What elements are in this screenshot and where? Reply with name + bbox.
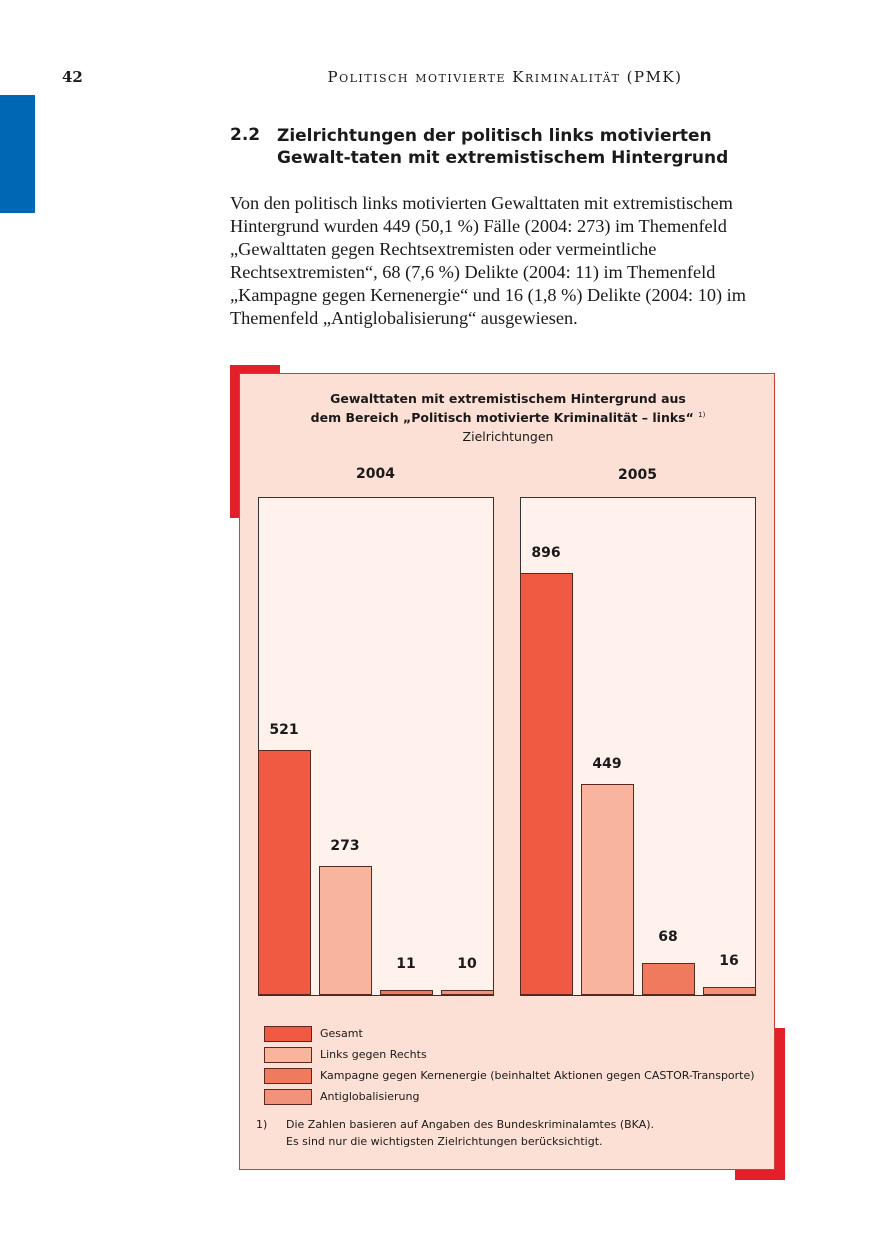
data-label: 521 (269, 721, 299, 738)
red-accent (230, 365, 239, 518)
legend-label: Antiglobalisierung (320, 1090, 420, 1103)
data-label: 273 (330, 838, 360, 855)
footnote-mark: 1) (698, 410, 706, 419)
plot-2004: 521 273 11 10 (258, 497, 494, 996)
data-label: 10 (457, 956, 477, 973)
footnote-number: 1) (256, 1118, 268, 1131)
bar-2005-0 (520, 572, 573, 995)
chart: Gewalttaten mit extremistischem Hintergr… (239, 373, 775, 1170)
bar-2004-1 (319, 866, 372, 995)
bar-2004-2 (380, 989, 433, 995)
data-label: 16 (719, 953, 739, 970)
legend-label: Links gegen Rechts (320, 1048, 427, 1061)
chart-subtitle: Zielrichtungen (462, 429, 554, 444)
bar-2005-1 (581, 783, 634, 995)
data-label: 68 (658, 928, 678, 945)
bar-2005-2 (642, 962, 695, 995)
chart-title-line1: Gewalttaten mit extremistischem Hintergr… (330, 391, 686, 406)
bar-2004-3 (441, 990, 494, 995)
data-label: 896 (531, 544, 561, 561)
data-label: 449 (592, 755, 622, 772)
body-paragraph: Von den politisch links motivierten Gewa… (230, 193, 746, 328)
footnote-line1: Die Zahlen basieren auf Angaben des Bund… (286, 1118, 655, 1131)
legend-label: Kampagne gegen Kernenergie (beinhaltet A… (320, 1069, 755, 1082)
legend-swatch-links-gegen-rechts (264, 1047, 312, 1063)
data-label: 11 (396, 955, 416, 972)
running-title: Politisch motivierte Kriminalität (PMK) (327, 68, 683, 86)
group-label-2005: 2005 (618, 467, 657, 483)
bar-2004-0 (258, 749, 311, 995)
chart-title-line2: dem Bereich „Politisch motivierte Krimin… (310, 410, 694, 425)
legend-label: Gesamt (320, 1027, 363, 1040)
plot-2005: 896 449 68 16 (520, 497, 756, 996)
footnote-line2: Es sind nur die wichtigsten Zielrichtung… (286, 1135, 603, 1148)
bar-2005-3 (703, 987, 756, 995)
legend-swatch-antiglobalisierung (264, 1089, 312, 1105)
page-number: 42 (62, 68, 83, 86)
chapter-tab (0, 95, 35, 213)
legend-swatch-gesamt (264, 1026, 312, 1042)
section-title: Zielrichtungen der politisch links motiv… (277, 126, 729, 168)
red-accent (230, 365, 280, 373)
legend-swatch-kampagne (264, 1068, 312, 1084)
section-number: 2.2 (230, 125, 261, 145)
group-label-2004: 2004 (356, 466, 395, 482)
